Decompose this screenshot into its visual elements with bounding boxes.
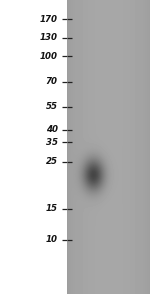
- Text: 170: 170: [40, 15, 58, 24]
- Text: 40: 40: [46, 126, 58, 134]
- Text: 10: 10: [46, 235, 58, 244]
- Text: 100: 100: [40, 52, 58, 61]
- Text: 35: 35: [46, 138, 58, 146]
- Text: 25: 25: [46, 157, 58, 166]
- Text: 70: 70: [46, 77, 58, 86]
- Text: 15: 15: [46, 204, 58, 213]
- Text: 55: 55: [46, 102, 58, 111]
- Text: 130: 130: [40, 33, 58, 42]
